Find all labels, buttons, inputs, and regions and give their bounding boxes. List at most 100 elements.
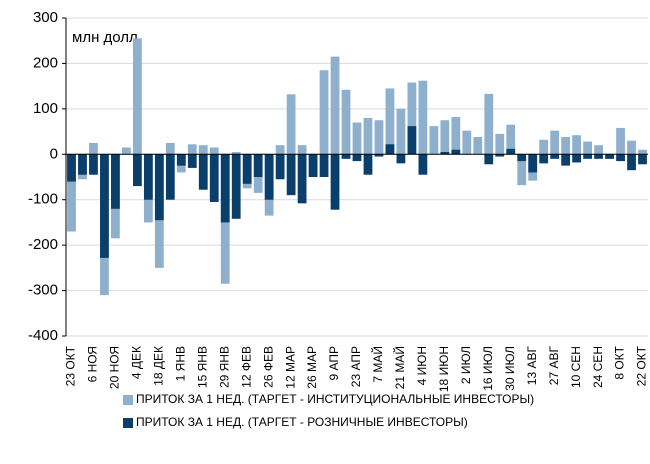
bar	[396, 108, 406, 155]
x-tick-label: 29 ЯНВ	[217, 346, 231, 388]
legend-label: ПРИТОК ЗА 1 НЕД. (ТАРГЕТ - РОЗНИЧНЫЕ ИНВ…	[136, 415, 468, 429]
bar	[396, 154, 406, 164]
bar	[297, 145, 307, 155]
y-tick-label: 200	[33, 54, 58, 71]
bar	[616, 154, 625, 162]
x-tick-label: 18 ДЕК	[152, 346, 166, 386]
x-tick-label: 26 МАР	[305, 346, 319, 389]
bar	[440, 152, 450, 155]
bar	[539, 139, 549, 155]
bar	[341, 89, 351, 155]
bar	[67, 154, 76, 232]
x-tick-label: 7 МАЙ	[370, 346, 385, 383]
bar	[100, 154, 109, 258]
bar	[572, 154, 582, 163]
bar	[275, 145, 285, 155]
bar	[165, 142, 175, 155]
bar	[418, 80, 428, 155]
bar	[517, 154, 527, 186]
bar	[495, 133, 505, 155]
bar	[550, 154, 560, 159]
bar	[374, 154, 384, 157]
bar	[638, 149, 647, 155]
bar	[122, 147, 131, 155]
x-tick-label: 10 СЕН	[569, 346, 583, 388]
bar	[209, 147, 219, 155]
bar	[407, 126, 417, 155]
x-tick-label: 30 ИЮЛ	[503, 346, 517, 391]
bar	[198, 154, 208, 190]
bar	[572, 135, 582, 155]
bar	[561, 154, 571, 166]
bar	[319, 154, 329, 177]
bar	[627, 154, 636, 171]
bar	[165, 154, 175, 200]
bar	[374, 120, 384, 155]
bar	[111, 154, 120, 209]
y-tick-label: 300	[33, 9, 58, 26]
bar	[517, 154, 527, 162]
bar	[561, 137, 571, 155]
bar	[484, 93, 494, 155]
bar	[528, 154, 538, 173]
bar	[495, 154, 505, 157]
bar	[231, 152, 241, 155]
bar	[78, 154, 87, 175]
bar	[462, 130, 472, 155]
bar	[363, 117, 373, 155]
bar	[319, 70, 329, 155]
bar	[550, 130, 560, 155]
bar	[209, 154, 219, 202]
x-tick-label: 1 ЯНВ	[173, 346, 187, 381]
bar	[451, 149, 461, 155]
bar	[89, 142, 98, 155]
bar	[330, 154, 340, 210]
x-tick-label: 16 ИЮЛ	[481, 346, 495, 391]
bar	[594, 154, 603, 159]
bar	[418, 154, 428, 175]
y-tick-label: 0	[50, 145, 58, 162]
legend-swatch	[123, 395, 133, 405]
bar	[341, 154, 351, 159]
bar	[583, 141, 592, 155]
y-tick-label: 100	[33, 100, 58, 117]
x-tick-label: 18 ИЮН	[437, 346, 451, 392]
bar	[154, 154, 164, 221]
bar	[539, 154, 549, 164]
bar	[352, 122, 362, 155]
bar	[176, 154, 186, 166]
y-tick-label: -300	[28, 282, 58, 299]
x-tick-label: 13 АВГ	[525, 345, 539, 385]
x-tick-label: 6 НОЯ	[86, 346, 100, 382]
bar	[132, 154, 142, 187]
bar	[484, 154, 494, 165]
y-tick-label: -200	[28, 236, 58, 253]
bar	[473, 137, 483, 155]
bar	[198, 145, 208, 155]
x-tick-label: 23 ОКТ	[64, 345, 78, 386]
legend-label: ПРИТОК ЗА 1 НЕД. (ТАРГЕТ - ИНСТИТУЦИОНАЛ…	[136, 392, 534, 406]
x-tick-label: 15 ЯНВ	[195, 346, 209, 388]
x-tick-label: 4 ИЮН	[415, 346, 429, 385]
bar	[385, 144, 395, 155]
bar	[143, 154, 153, 200]
bar	[352, 154, 362, 162]
bar	[385, 88, 395, 155]
bar	[264, 154, 274, 200]
bar	[187, 154, 197, 168]
bar	[242, 154, 252, 184]
bar	[616, 127, 625, 155]
x-tick-label: 21 МАЙ	[392, 346, 407, 389]
annotation: млн долл.	[72, 29, 142, 46]
x-tick-label: 2 ИЮЛ	[459, 346, 473, 384]
bar	[451, 117, 461, 155]
bar	[594, 145, 603, 155]
x-tick-label: 24 СЕН	[591, 346, 605, 388]
bar	[297, 154, 307, 204]
x-tick-label: 26 ФЕВ	[261, 346, 275, 388]
y-tick-label: -100	[28, 191, 58, 208]
bar	[440, 120, 450, 155]
bar	[286, 154, 296, 196]
x-tick-label: 27 АВГ	[547, 345, 561, 385]
bar	[506, 148, 516, 155]
